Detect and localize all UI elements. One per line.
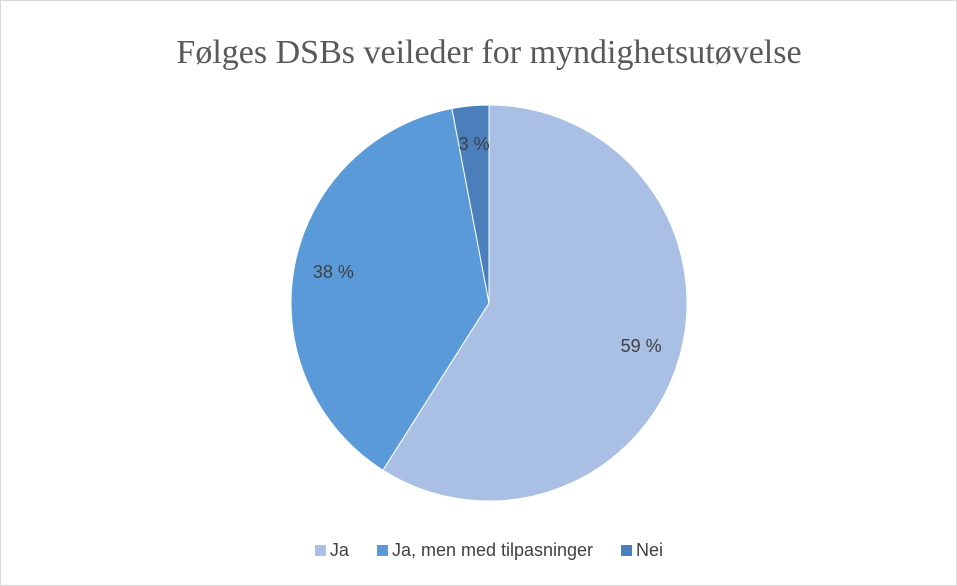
pie-slice xyxy=(451,104,490,304)
pie-slice xyxy=(290,107,490,471)
legend-label: Ja, men med tilpasninger xyxy=(392,540,593,560)
legend-swatch xyxy=(621,545,633,556)
pie-slice xyxy=(382,104,688,502)
data-label: 3 % xyxy=(459,134,490,154)
legend-label: Ja xyxy=(330,540,350,560)
legend-swatch xyxy=(314,545,326,556)
legend-swatch xyxy=(376,545,388,556)
data-label: 59 % xyxy=(621,336,662,356)
data-label: 38 % xyxy=(313,262,354,282)
legend-label: Nei xyxy=(636,540,663,560)
chart-title: Følges DSBs veileder for myndighetsutøve… xyxy=(176,34,801,71)
